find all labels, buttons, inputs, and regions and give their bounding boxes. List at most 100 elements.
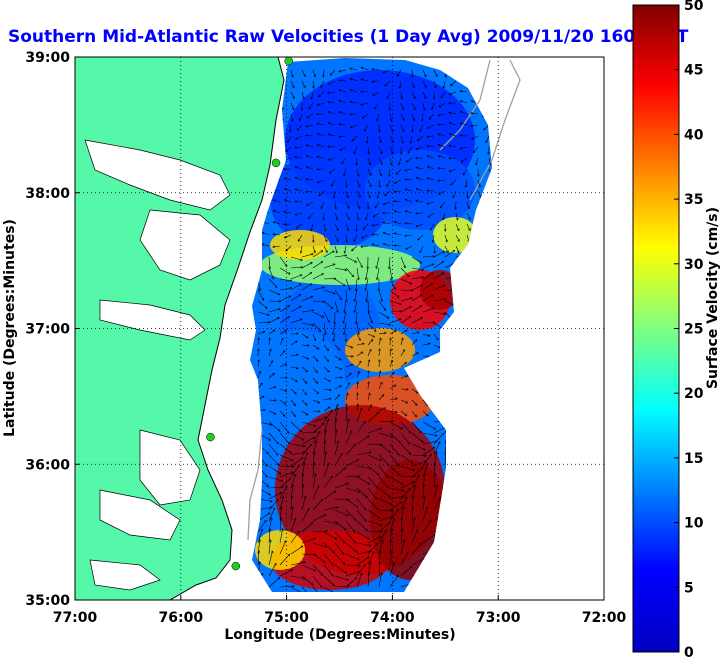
velocity-vector [405,235,413,236]
velocity-vector [438,168,446,169]
velocity-vector [379,349,380,357]
velocity-vector [394,201,402,202]
velocity-vector [455,212,458,220]
bay-water [139,209,231,281]
velocity-vector [395,179,402,183]
velocity-vector [356,551,371,555]
velocity-vector [323,476,332,489]
velocity-vector [301,69,305,76]
velocity-vector [290,284,301,291]
velocity-vector [367,340,373,346]
velocity-vector [400,330,407,335]
velocity-vector [411,267,424,270]
velocity-vector [422,264,434,269]
velocity-vector [350,124,358,128]
velocity-vector [345,444,356,456]
velocity-vector [354,146,358,154]
velocity-vector [258,349,259,357]
velocity-vector [345,278,350,290]
velocity-vector [427,201,435,204]
velocity-vector [301,366,308,372]
velocity-vector [301,262,312,269]
velocity-vector [301,508,309,522]
velocity-vector [301,310,314,313]
velocity-vector [312,333,316,341]
velocity-vector [311,91,314,99]
velocity-vector [367,487,377,499]
velocity-vector [411,468,423,478]
colorbar-tick-label: 40 [684,127,704,143]
velocity-vector [367,498,378,509]
velocity-vector [257,331,265,335]
velocity-vector [269,338,270,346]
velocity-vector [361,246,369,247]
velocity-vector [400,552,408,566]
velocity-vector [375,102,380,109]
velocity-vector [290,294,301,302]
colorbar-tick-label: 30 [684,257,704,273]
velocity-vector [411,518,415,533]
velocity-vector [342,157,347,164]
velocity-vector [367,393,370,401]
velocity-vector [279,570,293,577]
velocity-vector [372,234,380,235]
velocity-vector [328,134,336,137]
velocity-vector [427,166,435,170]
velocity-vector [411,421,421,433]
velocity-vector [367,311,372,323]
velocity-vector [312,542,327,547]
velocity-vector [352,135,358,141]
velocity-vector [356,179,360,187]
velocity-vector [378,443,391,452]
velocity-vector [323,344,329,351]
velocity-vector [345,383,349,390]
velocity-vector [433,252,444,258]
velocity-vector [279,410,285,416]
velocity-vector [301,575,313,585]
velocity-vector [422,447,435,456]
velocity-vector [323,398,331,401]
velocity-vector [268,499,279,511]
velocity-vector [433,234,435,242]
velocity-vector [356,421,365,434]
velocity-vector [323,289,335,294]
velocity-vector [367,179,371,187]
velocity-vector [418,135,424,141]
velocity-vector [334,395,340,401]
velocity-vector [411,399,417,405]
velocity-vector [345,487,360,492]
velocity-vector [372,244,380,247]
velocity-vector [345,531,355,543]
velocity-vector [367,333,375,337]
velocity-vector [312,344,319,349]
velocity-vector [286,146,292,152]
velocity-vector [411,102,415,109]
velocity-vector [312,531,327,532]
velocity-vector [356,557,369,566]
velocity-vector [434,245,435,253]
velocity-vector [306,124,314,127]
velocity-vector [334,542,344,554]
velocity-vector [301,296,313,302]
velocity-vector [367,360,369,368]
velocity-vector [295,212,303,215]
velocity-vector [268,454,279,465]
velocity-vector [258,338,259,346]
velocity-vector [411,353,418,357]
velocity-vector [378,523,390,533]
velocity-vector [400,566,412,577]
velocity-vector [389,465,400,476]
x-tick-label: 77:00 [53,610,98,626]
velocity-vector [356,476,370,484]
velocity-vector [290,102,294,110]
velocity-vector [345,498,358,507]
velocity-vector [319,190,325,196]
velocity-vector [312,575,322,587]
velocity-vector [367,349,371,357]
velocity-vector [312,322,321,332]
velocity-vector [268,410,276,414]
velocity-vector [368,371,369,379]
radar-site-marker [284,57,293,66]
